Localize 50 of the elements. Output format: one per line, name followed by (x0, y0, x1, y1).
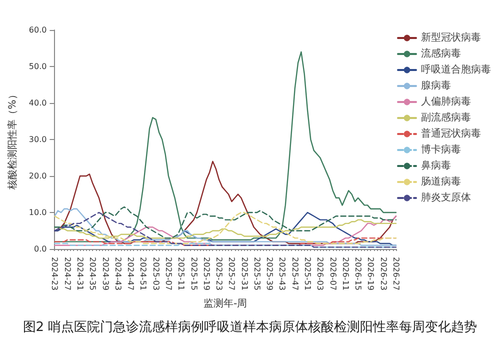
y-tick-label: 0.0 (34, 244, 47, 254)
x-tick-label: 2025-39 (265, 257, 274, 290)
y-tick-label: 50.0 (28, 62, 47, 71)
x-tick-label: 2025-31 (240, 257, 249, 290)
x-tick-label: 2025-35 (252, 257, 262, 290)
x-tick-label: 2024-35 (88, 257, 98, 290)
legend-label: 普通冠状病毒 (421, 128, 481, 140)
y-axis-title: 核酸检测阳性率（%） (6, 90, 18, 190)
x-axis-title: 监测年-周 (204, 298, 248, 310)
x-tick-label: 2025-07 (164, 257, 173, 290)
legend-label: 肠道病毒 (421, 176, 461, 188)
x-tick-label: 2024-31 (75, 257, 84, 290)
legend-label: 肺炎支原体 (421, 192, 471, 204)
x-tick-label: 2026-27 (392, 257, 400, 290)
legend-label: 人偏肺病毒 (421, 96, 471, 108)
x-tick-label: 2026-11 (340, 257, 350, 290)
x-tick-label: 2025-47 (290, 257, 300, 290)
x-tick-label: 2026-15 (354, 257, 363, 290)
text: 图2 哨点医院门急诊流感样病例呼吸道样本病原体核酸检测阳性率每周变化趋势 (22, 319, 478, 335)
x-tick-label: 2024-39 (100, 257, 110, 290)
x-tick-label: 2024-51 (138, 257, 148, 290)
x-tick-label: 2026-19 (366, 257, 376, 290)
y-tick-label: 20.0 (28, 172, 47, 180)
x-tick-label: 2024-47 (126, 257, 136, 290)
legend-label: 鼻病毒 (421, 160, 451, 172)
x-tick-label: 2024-23 (50, 257, 60, 290)
x-tick-label: 2024-43 (113, 257, 122, 290)
y-tick-label: 40.0 (28, 98, 47, 108)
x-tick-label: 2025-43 (278, 257, 287, 290)
line-series (54, 206, 397, 239)
x-tick-label: 2025-11 (176, 257, 186, 290)
x-tick-label: 2026-23 (378, 257, 388, 290)
legend-label: 流感病毒 (421, 48, 461, 60)
y-tick-label: 10.0 (28, 208, 47, 217)
legend-label: 腺病毒 (421, 80, 451, 92)
legend-label: 新型冠状病毒 (421, 32, 481, 44)
x-tick-label: 2026-03 (316, 257, 325, 290)
x-tick-label: 2025-51 (303, 257, 312, 290)
x-tick-label: 2025-23 (214, 257, 224, 290)
x-tick-label: 2025-19 (202, 257, 211, 290)
x-tick-label: 2026-07 (328, 257, 338, 290)
y-tick-label: 60.0 (28, 26, 47, 34)
legend-label: 呼吸道合胞病毒 (421, 64, 491, 76)
x-tick-label: 2025-15 (189, 257, 198, 290)
x-tick-label: 2024-27 (62, 257, 72, 290)
legend-label: 博卡病毒 (421, 144, 461, 156)
y-tick-label: 30.0 (28, 135, 47, 144)
x-tick-label: 2025-27 (227, 257, 236, 290)
legend-label: 副流感病毒 (421, 112, 471, 124)
x-tick-label: 2025-03 (151, 257, 160, 290)
